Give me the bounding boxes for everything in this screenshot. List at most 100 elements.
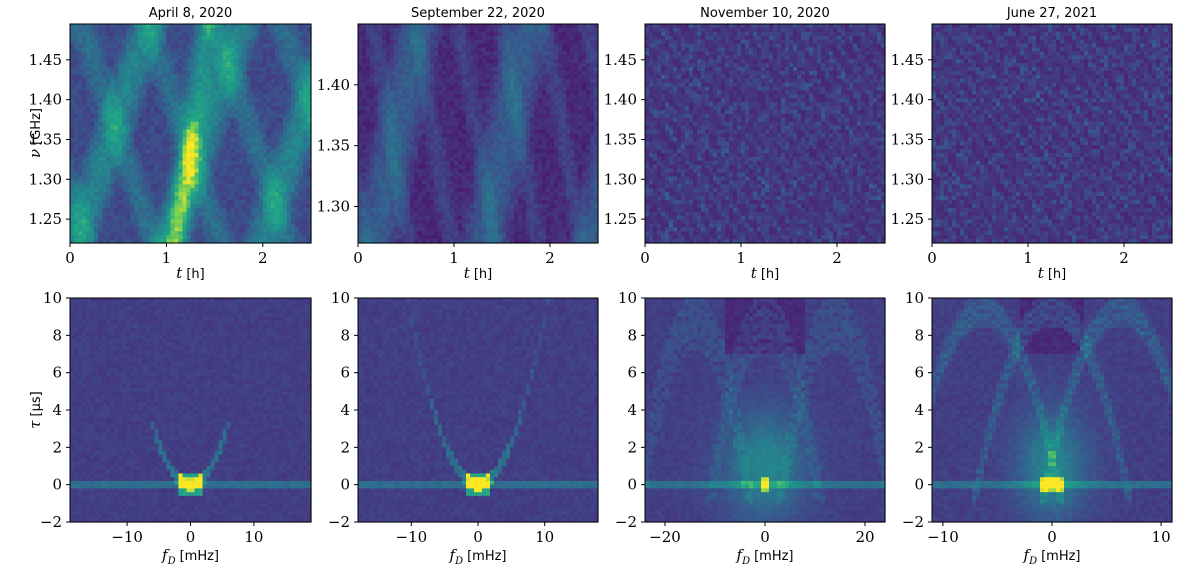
heatmap-cell [271, 114, 276, 119]
heatmap-cell [271, 83, 276, 88]
heatmap-cell [382, 177, 387, 182]
heatmap-cell [154, 63, 159, 68]
heatmap-cell [235, 110, 240, 115]
heatmap-cell [166, 40, 171, 45]
heatmap-cell [374, 75, 379, 80]
heatmap-cell [390, 83, 395, 88]
heatmap-cell [199, 28, 204, 33]
heatmap-cell [146, 51, 151, 56]
heatmap-cell [418, 208, 423, 213]
heatmap-cell [207, 204, 212, 209]
heatmap-cell [402, 145, 407, 150]
heatmap-cell [271, 98, 276, 103]
heatmap-cell [454, 47, 459, 52]
heatmap-cell [458, 79, 463, 84]
heatmap-cell [291, 106, 296, 111]
heatmap-cell [410, 47, 415, 52]
heatmap-cell [259, 196, 264, 201]
heatmap-cell [199, 184, 204, 189]
heatmap-cell [255, 63, 260, 68]
heatmap-cell [110, 216, 115, 221]
heatmap-cell [410, 126, 415, 131]
heatmap-cell [402, 83, 407, 88]
y-tick-label: 1.30 [29, 170, 62, 188]
heatmap-cell [271, 204, 276, 209]
heatmap-cell [247, 122, 252, 127]
heatmap-cell [454, 223, 459, 228]
heatmap-cell [158, 212, 163, 217]
heatmap-cell [98, 51, 103, 56]
heatmap-cell [243, 200, 248, 205]
heatmap-cell [386, 40, 391, 45]
heatmap-cell [126, 188, 131, 193]
heatmap-cell [231, 106, 236, 111]
heatmap-cell [394, 223, 399, 228]
heatmap-cell [191, 208, 196, 213]
heatmap-cell [434, 192, 439, 197]
heatmap-cell [422, 200, 427, 205]
heatmap-cell [386, 36, 391, 41]
heatmap-cell [126, 153, 131, 158]
heatmap-cell [118, 188, 123, 193]
heatmap-cell [430, 180, 435, 185]
heatmap-cell [279, 71, 284, 76]
heatmap-cell [182, 90, 187, 95]
heatmap-cell [203, 79, 208, 84]
heatmap-cell [398, 114, 403, 119]
heatmap-cell [158, 153, 163, 158]
heatmap-cell [70, 24, 75, 29]
heatmap-cell [162, 122, 167, 127]
heatmap-cell [158, 231, 163, 236]
heatmap-cell [418, 227, 423, 232]
heatmap-cell [251, 47, 256, 52]
heatmap-cell [370, 71, 375, 76]
heatmap-cell [366, 83, 371, 88]
heatmap-cell [199, 40, 204, 45]
heatmap-cell [366, 110, 371, 115]
heatmap-cell [122, 24, 127, 29]
heatmap-cell [231, 126, 236, 131]
heatmap-cell [466, 87, 471, 92]
heatmap-cell [122, 32, 127, 37]
heatmap-cell [235, 192, 240, 197]
heatmap-cell [454, 177, 459, 182]
heatmap-cell [235, 55, 240, 60]
heatmap-cell [374, 149, 379, 154]
heatmap-cell [446, 188, 451, 193]
heatmap-cell [227, 180, 232, 185]
heatmap-cell [70, 122, 75, 127]
heatmap-cell [146, 114, 151, 119]
heatmap-cell [267, 126, 272, 131]
heatmap-cell [410, 145, 415, 150]
heatmap-cell [219, 180, 224, 185]
heatmap-cell [134, 231, 139, 236]
heatmap-cell [223, 169, 228, 174]
heatmap-cell [446, 59, 451, 64]
heatmap-cell [134, 196, 139, 201]
heatmap-cell [106, 235, 111, 240]
heatmap-cell [442, 24, 447, 29]
heatmap-cell [398, 94, 403, 99]
heatmap-cell [430, 204, 435, 209]
heatmap-cell [358, 188, 363, 193]
heatmap-cell [110, 184, 115, 189]
heatmap-cell [458, 24, 463, 29]
heatmap-cell [207, 161, 212, 166]
heatmap-cell [414, 130, 419, 135]
heatmap-cell [219, 106, 224, 111]
heatmap-cell [446, 67, 451, 72]
heatmap-cell [239, 223, 244, 228]
heatmap-cell [114, 126, 119, 131]
heatmap-cell [138, 200, 143, 205]
heatmap-cell [70, 231, 75, 236]
heatmap-cell [442, 227, 447, 232]
heatmap-cell [231, 90, 236, 95]
heatmap-cell [259, 177, 264, 182]
heatmap-cell [94, 200, 99, 205]
heatmap-cell [470, 106, 475, 111]
heatmap-cell [154, 208, 159, 213]
heatmap-cell [291, 75, 296, 80]
heatmap-cell [283, 87, 288, 92]
heatmap-cell [203, 196, 208, 201]
heatmap-cell [374, 79, 379, 84]
